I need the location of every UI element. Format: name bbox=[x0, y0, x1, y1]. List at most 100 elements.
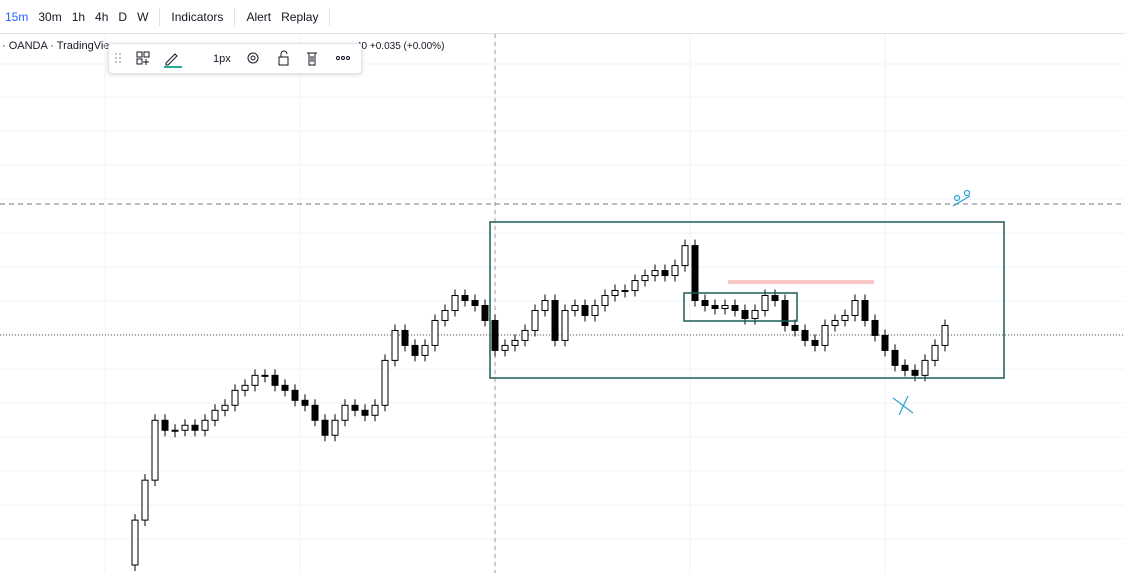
candle-body bbox=[631, 280, 639, 292]
candle-body bbox=[881, 334, 889, 351]
candle-body bbox=[941, 324, 949, 346]
symbol: · OANDA · TradingVie bbox=[2, 40, 110, 52]
interval-button[interactable]: 1h bbox=[71, 9, 86, 24]
interval-button[interactable]: 15m bbox=[5, 9, 29, 24]
candle-body bbox=[471, 300, 479, 306]
indicators-button[interactable]: Indicators bbox=[171, 9, 224, 24]
candle-body bbox=[131, 519, 139, 566]
candle-body bbox=[911, 369, 919, 376]
candle-body bbox=[711, 304, 719, 309]
candle-body bbox=[871, 319, 879, 336]
candle-body bbox=[661, 270, 669, 277]
candle-body bbox=[761, 295, 769, 311]
candle-body bbox=[541, 300, 549, 311]
candle-body bbox=[851, 300, 859, 316]
candle-body bbox=[571, 304, 579, 311]
drawing-toolbar-icons: 1px bbox=[115, 50, 350, 68]
range-box[interactable] bbox=[489, 221, 1005, 379]
alert-button[interactable]: Alert bbox=[246, 9, 272, 24]
candle-body bbox=[191, 424, 199, 431]
candle-body bbox=[671, 265, 679, 277]
candle-body bbox=[891, 349, 899, 366]
separator bbox=[234, 7, 236, 26]
candle-body bbox=[551, 300, 559, 341]
candle-body bbox=[291, 389, 299, 401]
candle-body bbox=[331, 419, 339, 436]
candle-body bbox=[601, 295, 609, 306]
candle-body bbox=[561, 309, 569, 341]
candle-body bbox=[461, 295, 469, 302]
candle-body bbox=[371, 404, 379, 416]
candle-body bbox=[141, 479, 149, 521]
candle-body bbox=[401, 329, 409, 346]
grid bbox=[0, 34, 1125, 573]
change: 40 +0.035 (+0.00%) bbox=[356, 41, 445, 52]
candle-body bbox=[341, 404, 349, 421]
candle-body bbox=[391, 329, 399, 361]
candle-body bbox=[251, 374, 259, 386]
candle-body bbox=[361, 409, 369, 416]
candle-body bbox=[531, 309, 539, 331]
candle-body bbox=[271, 374, 279, 386]
candle-body bbox=[731, 304, 739, 311]
interval-button[interactable]: W bbox=[137, 9, 149, 24]
candle-body bbox=[901, 364, 909, 371]
candle-body bbox=[701, 300, 709, 306]
candle-body bbox=[721, 304, 729, 309]
interval-button[interactable]: D bbox=[118, 9, 128, 24]
candle-body bbox=[321, 419, 329, 436]
candle-body bbox=[501, 344, 509, 351]
candle-body bbox=[351, 404, 359, 411]
candle-body bbox=[261, 374, 269, 377]
legend: · OANDA · TradingVie 40 +0.035 (+0.00%) bbox=[2, 40, 444, 52]
candle-body bbox=[451, 295, 459, 311]
interval-button[interactable]: 4h bbox=[95, 9, 109, 24]
candle-body bbox=[181, 424, 189, 431]
candle-body bbox=[831, 319, 839, 326]
candle-body bbox=[621, 290, 629, 293]
interval-button[interactable]: 30m bbox=[38, 9, 62, 24]
candles bbox=[131, 239, 949, 572]
candle-body bbox=[211, 409, 219, 421]
candle-body bbox=[491, 319, 499, 351]
candle-body bbox=[201, 419, 209, 431]
candle-body bbox=[751, 309, 759, 319]
replay-button[interactable]: Replay bbox=[281, 9, 319, 24]
candle-body bbox=[801, 329, 809, 341]
candle-body bbox=[641, 275, 649, 282]
separator bbox=[329, 7, 331, 26]
chart bbox=[0, 34, 1125, 573]
candle-body bbox=[411, 344, 419, 356]
candle-body bbox=[151, 419, 159, 481]
candle-body bbox=[521, 329, 529, 341]
candle-body bbox=[221, 404, 229, 411]
candle-body bbox=[381, 359, 389, 406]
inner-box[interactable] bbox=[683, 292, 798, 322]
candle-body bbox=[921, 359, 929, 376]
candle-body bbox=[421, 344, 429, 356]
candle-body bbox=[691, 245, 699, 302]
candle-body bbox=[821, 324, 829, 346]
drawing-toolbar: 1px bbox=[108, 43, 362, 74]
cursor-marks bbox=[892, 189, 971, 416]
candle-body bbox=[581, 304, 589, 316]
candle-body bbox=[841, 314, 849, 321]
candle-body bbox=[861, 300, 869, 321]
candle-body bbox=[281, 384, 289, 391]
candle-body bbox=[791, 324, 799, 331]
candle-body bbox=[311, 404, 319, 421]
candle-body bbox=[771, 295, 779, 302]
candle-body bbox=[741, 309, 749, 319]
candle-body bbox=[811, 339, 819, 346]
candle-body bbox=[441, 309, 449, 321]
candle-body bbox=[241, 384, 249, 391]
candle-body bbox=[611, 290, 619, 297]
line-width[interactable]: 1px bbox=[213, 53, 231, 65]
candle-body bbox=[481, 304, 489, 321]
separator bbox=[159, 7, 161, 26]
candle-body bbox=[931, 344, 939, 361]
candle-body bbox=[681, 245, 689, 267]
highlight-zone[interactable] bbox=[728, 280, 874, 284]
candle-body bbox=[231, 389, 239, 406]
